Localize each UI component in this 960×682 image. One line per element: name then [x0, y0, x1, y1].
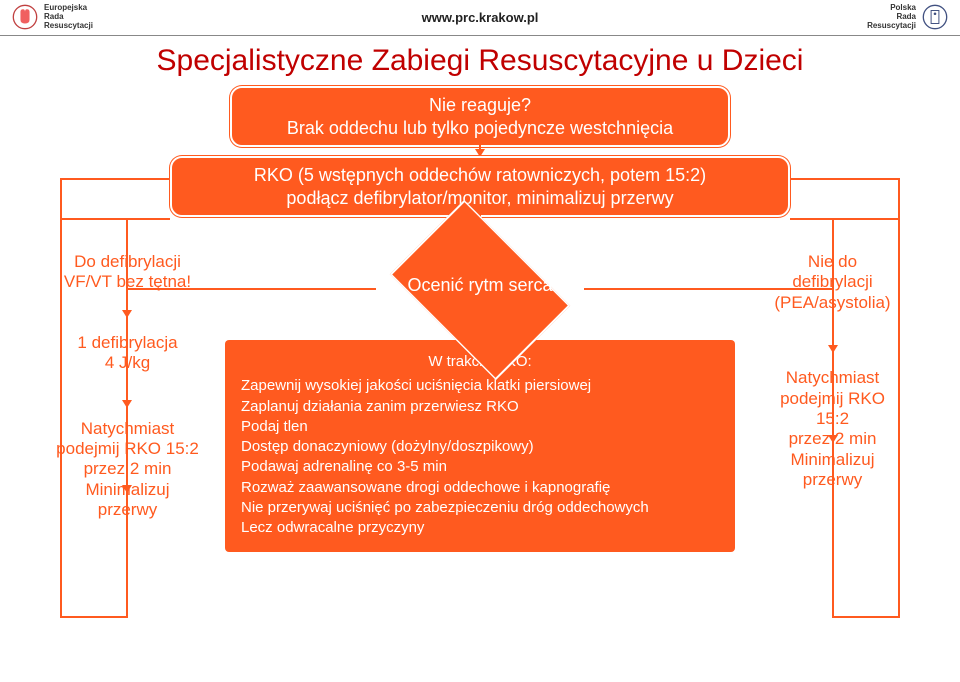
page-header: Europejska Rada Resuscytacji www.prc.kra… [0, 0, 960, 36]
connector [60, 616, 128, 618]
box2-line2: podłącz defibrylator/monitor, minimalizu… [192, 187, 768, 210]
box-cpr-start: RKO (5 wstępnych oddechów ratowniczych, … [170, 156, 790, 217]
shockable-branch: Do defibrylacji VF/VT bez tętna! 1 defib… [45, 252, 210, 521]
connector [790, 178, 900, 180]
midbox-line: Nie przerywaj uciśnięć po zabezpieczeniu… [241, 498, 719, 518]
connector [898, 178, 900, 220]
right-org-label: Polska Rada Resuscytacji [867, 4, 916, 30]
midbox-line: Lecz odwracalne przyczyny [241, 518, 719, 538]
right-step-nonshockable: Nie do defibrylacji (PEA/asystolia) [750, 252, 915, 313]
box2-line1: RKO (5 wstępnych oddechów ratowniczych, … [192, 164, 768, 187]
midbox-line: Dostęp donaczyniowy (dożylny/doszpikowy) [241, 437, 719, 457]
connector [790, 218, 900, 220]
midbox-line: Zaplanuj działania zanim przerwiesz RKO [241, 397, 719, 417]
midbox-line: Rozważ zaawansowane drogi oddechowe i ka… [241, 478, 719, 498]
midbox-line: Podaj tlen [241, 417, 719, 437]
header-right: Polska Rada Resuscytacji [867, 4, 948, 30]
decision-label: Ocenić rytm serca [370, 275, 590, 296]
connector [60, 178, 170, 180]
decision-assess-rhythm: Ocenić rytm serca [370, 235, 590, 345]
nonshockable-branch: Nie do defibrylacji (PEA/asystolia) Naty… [750, 252, 915, 491]
left-step-resume: Natychmiast podejmij RKO 15:2 przez 2 mi… [45, 419, 210, 521]
connector [832, 616, 900, 618]
left-step-shock: 1 defibrylacja 4 J/kg [45, 333, 210, 374]
page-title: Specjalistyczne Zabiegi Resuscytacyjne u… [0, 44, 960, 78]
box1-line2: Brak oddechu lub tylko pojedyncze westch… [252, 117, 708, 140]
prc-logo-icon [922, 4, 948, 30]
box1-line1: Nie reaguje? [252, 94, 708, 117]
header-left: Europejska Rada Resuscytacji [12, 4, 93, 30]
erc-logo-icon [12, 4, 38, 30]
connector [60, 178, 62, 220]
midbox-line: Podawaj adrenalinę co 3-5 min [241, 457, 719, 477]
during-cpr-box: W trakcie RKO: Zapewnij wysokiej jakości… [225, 340, 735, 552]
midbox-line: Zapewnij wysokiej jakości uciśnięcia kla… [241, 376, 719, 396]
left-step-shockable: Do defibrylacji VF/VT bez tętna! [45, 252, 210, 293]
left-org-label: Europejska Rada Resuscytacji [44, 4, 93, 30]
connector [60, 218, 170, 220]
right-step-resume: Natychmiast podejmij RKO 15:2 przez 2 mi… [750, 368, 915, 490]
header-url: www.prc.krakow.pl [422, 10, 539, 25]
box-unresponsive: Nie reaguje? Brak oddechu lub tylko poje… [230, 86, 730, 147]
